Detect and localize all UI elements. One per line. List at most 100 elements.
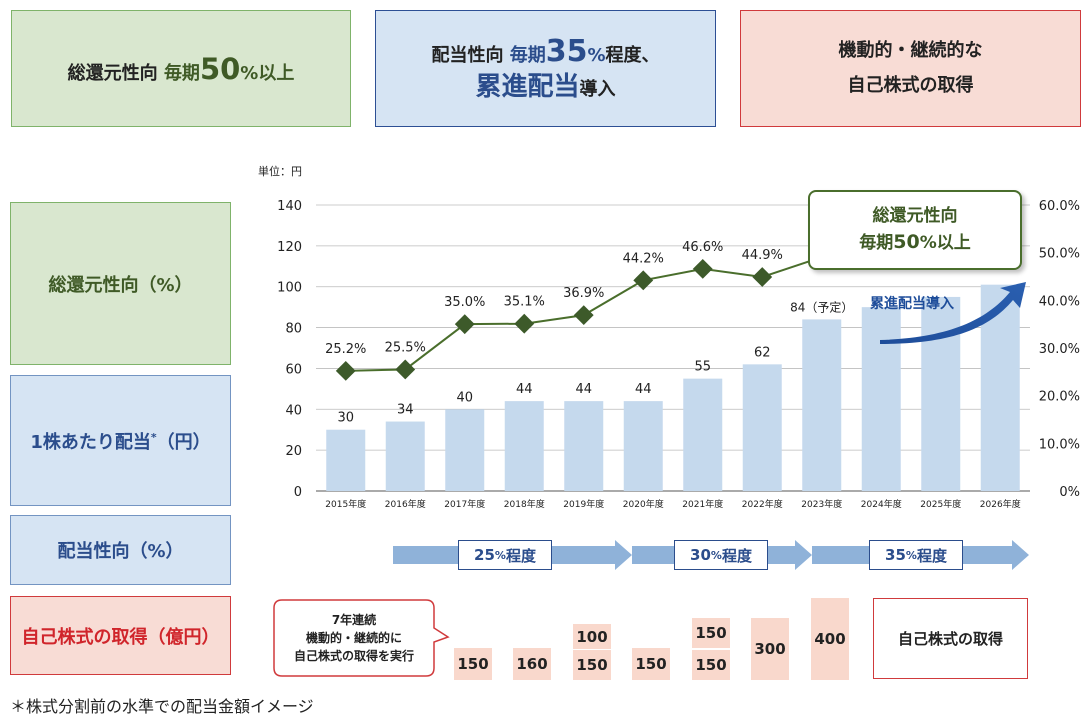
line-marker bbox=[692, 258, 713, 279]
callout-line2-big: 50 bbox=[893, 230, 920, 253]
x-tick-label: 2019年度 bbox=[563, 498, 604, 510]
bar-value-label: 62 bbox=[754, 345, 771, 360]
bar-value-label: 34 bbox=[397, 403, 414, 418]
x-tick-label: 2021年度 bbox=[682, 498, 723, 510]
bar-2019年度 bbox=[564, 401, 604, 491]
dps-star: * bbox=[150, 430, 157, 444]
chart-yright-ticks: 0% 10.0% 20.0% 30.0% 40.0% 50.0% 60.0% bbox=[1039, 199, 1080, 500]
yright-tick: 0% bbox=[1059, 485, 1080, 500]
line-value-label: 25.2% bbox=[325, 342, 366, 357]
bar-value-label: 44 bbox=[516, 382, 533, 397]
top-box-total-return: 総還元性向 毎期50%以上 bbox=[11, 10, 351, 127]
payout-label-2: 30% 程度 bbox=[674, 540, 768, 570]
buyback-2019-top: 100 bbox=[573, 624, 611, 649]
bar-value-label: 44 bbox=[575, 382, 592, 397]
box3-line2: 自己株式の取得 bbox=[847, 74, 974, 96]
bar-value-label: 30 bbox=[337, 411, 354, 426]
label-total-return-text: 総還元性向（%） bbox=[48, 274, 193, 296]
x-tick-label: 2024年度 bbox=[861, 498, 902, 510]
x-tick-label: 2017年度 bbox=[444, 498, 485, 510]
bar-2017年度 bbox=[445, 409, 485, 491]
line-value-label: 44.2% bbox=[623, 251, 664, 266]
line-marker bbox=[573, 305, 594, 326]
box1-pct: % bbox=[240, 62, 259, 84]
buyback-bubble: 7年連続 機動的・継続的に 自己株式の取得を実行 bbox=[274, 602, 434, 674]
x-tick-label: 2026年度 bbox=[980, 498, 1021, 510]
line-marker bbox=[454, 314, 475, 335]
line-value-label: 35.1% bbox=[504, 295, 545, 310]
top-box-payout: 配当性向 毎期35%程度、 累進配当導入 bbox=[375, 10, 716, 127]
line-marker bbox=[752, 267, 773, 287]
buyback-box: 自己株式の取得 bbox=[873, 598, 1028, 679]
line-marker bbox=[633, 270, 654, 291]
x-tick-label: 2025年度 bbox=[920, 498, 961, 510]
buyback-2023: 400 bbox=[811, 598, 849, 680]
label-total-return: 総還元性向（%） bbox=[10, 202, 231, 365]
line-value-label: 36.9% bbox=[563, 286, 604, 301]
buyback-2017: 150 bbox=[454, 648, 492, 680]
progressive-arrow-icon bbox=[880, 282, 1026, 344]
label-buyback-text: 自己株式の取得（億円） bbox=[21, 626, 220, 648]
buyback-2021: 150 bbox=[692, 650, 730, 680]
x-tick-label: 2015年度 bbox=[325, 498, 366, 510]
bar-2025年度 bbox=[921, 296, 961, 491]
dps-pre: 1株あたり配当 bbox=[30, 431, 151, 453]
total-return-callout: 総還元性向 毎期50%以上 bbox=[808, 190, 1022, 270]
x-tick-label: 2022年度 bbox=[742, 498, 783, 510]
buyback-2022: 300 bbox=[751, 618, 789, 680]
label-buyback: 自己株式の取得（億円） bbox=[10, 596, 231, 675]
yleft-tick: 60 bbox=[285, 362, 302, 377]
x-tick-label: 2023年度 bbox=[801, 498, 842, 510]
yleft-tick: 100 bbox=[277, 281, 302, 296]
label-payout: 配当性向（%） bbox=[10, 515, 231, 585]
box3-line1: 機動的・継続的な bbox=[838, 40, 983, 62]
box1-big: 50 bbox=[199, 51, 241, 86]
box1-pre: 総還元性向 bbox=[67, 62, 158, 84]
yright-tick: 10.0% bbox=[1039, 437, 1080, 452]
yleft-tick: 0 bbox=[294, 485, 302, 500]
label-dps: 1株あたり配当*（円） bbox=[10, 375, 231, 506]
bar-2015年度 bbox=[326, 429, 366, 491]
buyback-2020: 150 bbox=[632, 648, 670, 680]
bar-2024年度 bbox=[861, 307, 901, 491]
buyback-box-text: 自己株式の取得 bbox=[897, 630, 1003, 648]
yright-tick: 20.0% bbox=[1039, 390, 1080, 405]
x-tick-label: 2020年度 bbox=[623, 498, 664, 510]
yright-tick: 40.0% bbox=[1039, 294, 1080, 309]
bar-2022年度 bbox=[742, 364, 782, 491]
label-payout-text: 配当性向（%） bbox=[57, 541, 184, 562]
box2-pre: 配当性向 bbox=[431, 45, 504, 67]
unit-label: 単位：円 bbox=[258, 164, 302, 178]
bubble-line3: 自己株式の取得を実行 bbox=[293, 649, 414, 663]
bar-2020年度 bbox=[623, 401, 663, 491]
chart-line bbox=[335, 258, 815, 381]
bubble-line1: 7年連続 bbox=[331, 613, 377, 627]
footnote: ＊株式分割前の水準での配当金額イメージ bbox=[10, 697, 314, 716]
chart-yleft-ticks: 0 20 40 60 80 100 120 140 bbox=[277, 199, 302, 500]
yleft-tick: 80 bbox=[285, 322, 302, 337]
bar-value-label: 44 bbox=[635, 382, 652, 397]
bar-value-label: 40 bbox=[456, 390, 473, 405]
box1-mid: 毎期 bbox=[163, 62, 200, 84]
dps-post: （円） bbox=[156, 431, 211, 453]
yright-tick: 30.0% bbox=[1039, 342, 1080, 357]
line-value-label: 25.5% bbox=[385, 340, 426, 355]
bar-value-label: 55 bbox=[694, 360, 711, 375]
box2-line2-post: 導入 bbox=[579, 79, 616, 101]
bar-2016年度 bbox=[385, 421, 425, 491]
line-marker bbox=[335, 360, 356, 381]
box2-big: 35 bbox=[545, 34, 588, 70]
x-tick-label: 2018年度 bbox=[504, 498, 545, 510]
top-box-buyback: 機動的・継続的な 自己株式の取得 bbox=[740, 10, 1081, 127]
yleft-tick: 40 bbox=[285, 403, 302, 418]
buyback-2019: 150 bbox=[573, 650, 611, 680]
buyback-2018: 160 bbox=[513, 648, 551, 680]
bar-2023年度 bbox=[802, 319, 842, 491]
line-value-label: 35.0% bbox=[444, 295, 485, 310]
box2-post: 程度、 bbox=[605, 45, 660, 67]
bar-2018年度 bbox=[504, 401, 544, 491]
payout-label-3: 35% 程度 bbox=[869, 540, 963, 570]
dividend-chart: 単位：円 30 34 40 44 44 44 55 62 84（予定） 25.2% 25.5% 35… bbox=[258, 164, 1080, 510]
line-value-label: 44.9% bbox=[742, 248, 783, 263]
chart-line-labels: 25.2% 25.5% 35.0% 35.1% 36.9% 44.2% 46.6% 44.9% bbox=[325, 240, 783, 357]
